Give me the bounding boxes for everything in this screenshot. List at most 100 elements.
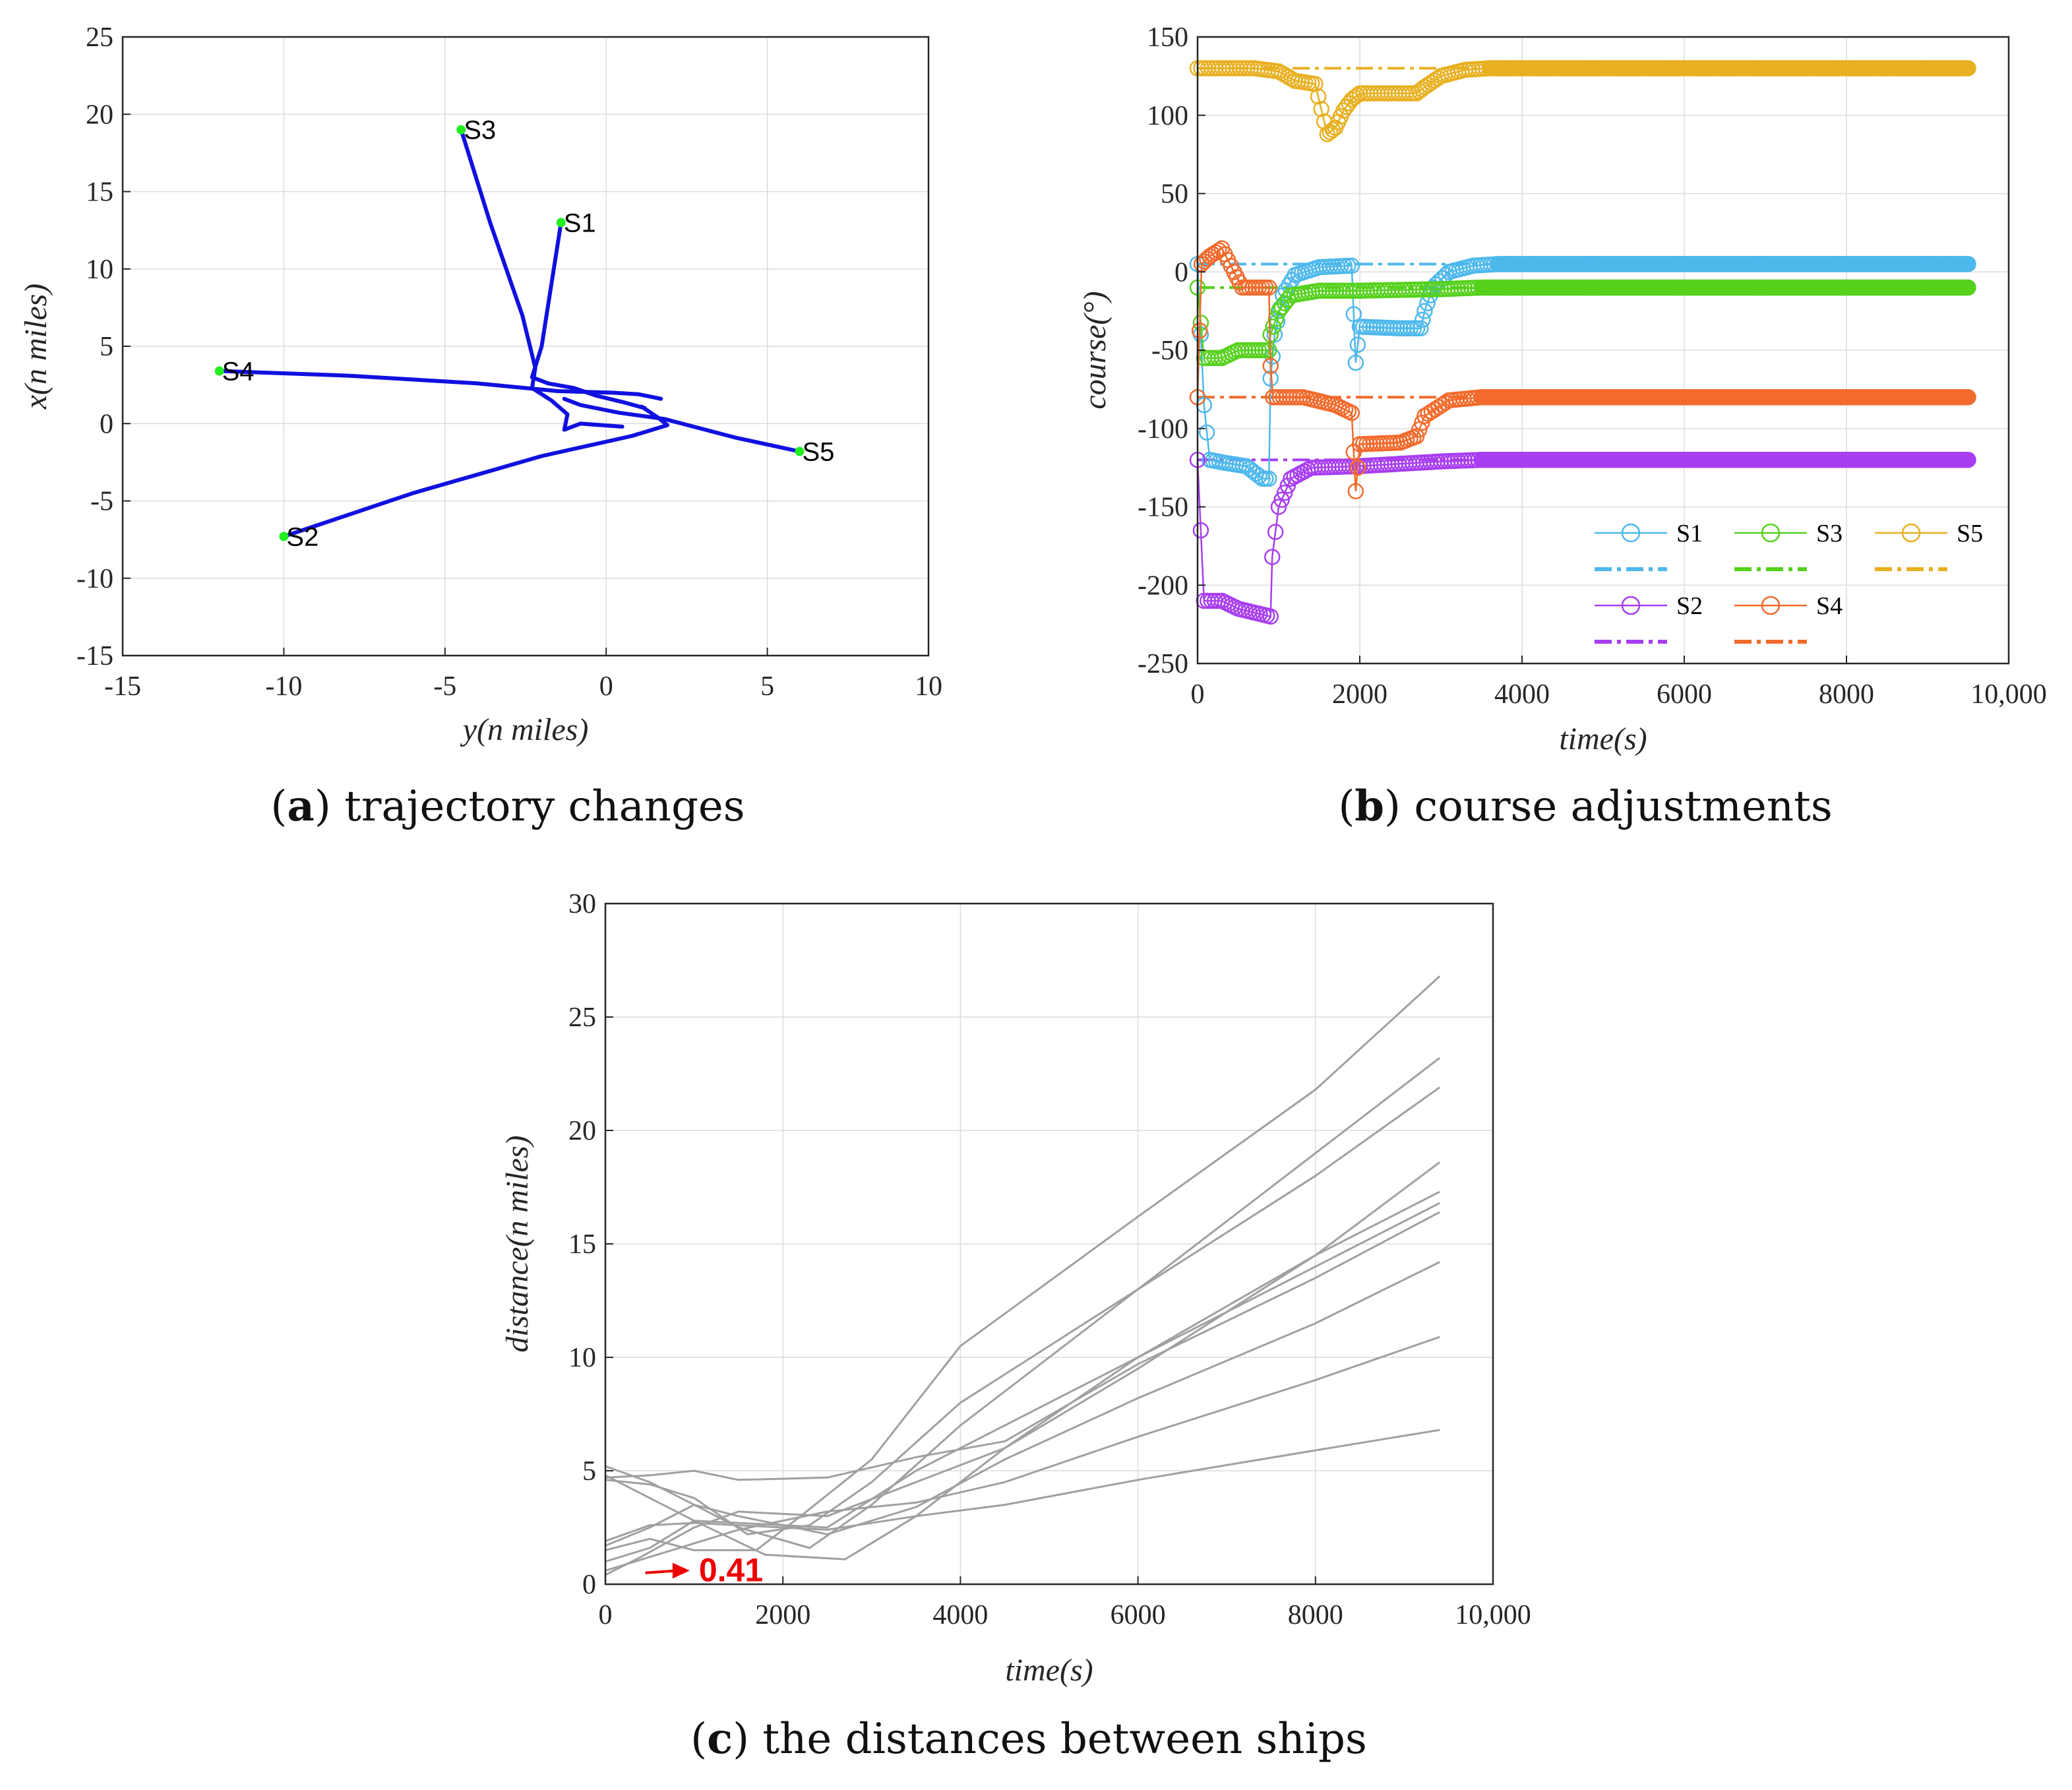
course-point-s1 <box>1260 470 1277 487</box>
panel-c-annotation: 0.41 <box>645 1551 763 1588</box>
legend-label-s4: S4 <box>1816 592 1843 620</box>
ship-label-s4: S4 <box>222 357 255 386</box>
course-point-s2 <box>1192 522 1209 539</box>
course-point-s1 <box>1415 311 1431 328</box>
course-point-s2 <box>1262 608 1279 625</box>
distance-line-d8 <box>605 1261 1440 1547</box>
start-marker-s2 <box>279 532 289 541</box>
caption-c-letter: c <box>707 1714 733 1764</box>
course-point-s4 <box>1343 404 1360 421</box>
course-markers-s3 <box>1189 279 1976 367</box>
course-point-s3 <box>1960 279 1976 296</box>
course-point-s5 <box>1319 126 1336 142</box>
legend-entry-s3: S3 <box>1734 520 1843 571</box>
course-markers-s1 <box>1189 256 1976 487</box>
distance-line-d6 <box>605 1202 1440 1563</box>
course-point-s5 <box>1322 123 1339 140</box>
c-ytick-label: 10 <box>568 1343 596 1373</box>
caption-b: (b) course adjustments <box>1338 782 1832 831</box>
course-point-s1 <box>1266 326 1283 343</box>
panel-b-ylabel: course(°) <box>1078 291 1112 409</box>
a-ytick-label: 15 <box>86 177 113 208</box>
legend-label-s1: S1 <box>1676 520 1703 547</box>
course-point-s5 <box>1349 87 1366 104</box>
ship-label-s3: S3 <box>464 116 496 145</box>
legend-entry-s1: S1 <box>1595 520 1703 571</box>
a-xtick-label: -10 <box>265 671 302 702</box>
c-ytick-label: 15 <box>568 1229 596 1260</box>
course-point-s4 <box>1262 357 1279 375</box>
c-ytick-label: 5 <box>582 1456 596 1487</box>
caption-b-letter: b <box>1355 782 1384 831</box>
a-xtick-label: 10 <box>915 671 942 702</box>
legend-entry-s5: S5 <box>1875 520 1983 571</box>
course-point-s4 <box>1260 279 1277 296</box>
panel-c-series <box>605 975 1441 1576</box>
course-point-s4 <box>1414 414 1430 431</box>
a-ytick-label: 10 <box>86 255 113 285</box>
course-point-s4 <box>1411 421 1428 438</box>
panel-c-xlabel: time(s) <box>1005 1653 1093 1688</box>
course-point-s1 <box>1347 354 1364 371</box>
start-marker-s3 <box>456 125 466 135</box>
course-point-s1 <box>1417 303 1433 319</box>
a-xtick-label: -15 <box>104 671 141 702</box>
c-ytick-label: 20 <box>568 1116 596 1146</box>
b-xtick-label: 6000 <box>1657 679 1712 710</box>
course-markers-s4 <box>1189 240 1976 500</box>
panel-a-start-markers <box>214 125 805 541</box>
panel-a-trajectory: S1 S2 S3 S4 S5 -15 -10 -5 0 5 10 -15 -10 -5 0 5 10 15 20 2… <box>18 22 942 747</box>
panel-b-xlabel: time(s) <box>1559 722 1647 756</box>
legend-label-s3: S3 <box>1816 520 1843 547</box>
panel-b-ticks: 0 2000 4000 6000 8000 10,000 -250 -200 -150 -100 -… <box>1138 22 2047 710</box>
legend-marker-s2 <box>1621 596 1641 615</box>
course-point-s2 <box>1960 452 1976 468</box>
caption-a-letter: a <box>287 782 314 831</box>
b-ytick-label: -50 <box>1151 336 1188 366</box>
b-xtick-label: 8000 <box>1819 679 1874 710</box>
caption-c: (c) the distances between ships <box>690 1714 1367 1764</box>
c-ytick-label: 25 <box>568 1003 596 1033</box>
legend-entry-s4: S4 <box>1734 592 1843 644</box>
course-point-s1 <box>1349 336 1366 353</box>
legend-label-s2: S2 <box>1676 592 1703 620</box>
annotation-arrow-shaft <box>645 1569 679 1574</box>
distance-line-d3 <box>605 1086 1441 1535</box>
a-ytick-label: 5 <box>100 332 113 362</box>
course-point-s5 <box>1313 101 1329 117</box>
course-point-s4 <box>1408 428 1425 445</box>
course-point-s2 <box>1267 524 1284 540</box>
course-point-s3 <box>1265 319 1282 335</box>
a-xtick-label: 0 <box>599 671 613 702</box>
c-xtick-label: 10,000 <box>1455 1600 1531 1630</box>
trajectory-s1 <box>530 220 647 410</box>
caption-a: (a) trajectory changes <box>270 782 745 831</box>
panel-c-distance: 0 2000 4000 6000 8000 10,000 0 5 10 15 20 25 30 0.41… <box>500 889 1531 1688</box>
course-point-s4 <box>1347 483 1364 500</box>
a-ytick-label: 25 <box>86 22 113 53</box>
c-xtick-label: 6000 <box>1111 1600 1166 1630</box>
b-xtick-label: 2000 <box>1332 679 1387 710</box>
c-xtick-label: 2000 <box>755 1600 810 1630</box>
start-marker-s5 <box>795 447 805 456</box>
legend-marker-s1 <box>1621 523 1641 543</box>
legend-marker-s4 <box>1761 596 1781 615</box>
caption-b-text: course adjustments <box>1414 782 1832 831</box>
course-point-s5 <box>1408 85 1425 102</box>
ship-label-s5: S5 <box>802 437 834 466</box>
b-ytick-label: -250 <box>1138 649 1188 679</box>
course-point-s2 <box>1270 499 1287 515</box>
course-point-s2 <box>1276 484 1293 501</box>
course-point-s5 <box>1307 76 1324 92</box>
a-ytick-label: -15 <box>76 641 113 671</box>
distance-line-d2 <box>605 1057 1441 1549</box>
panel-a-xlabel: y(n miles) <box>460 712 589 747</box>
course-point-s4 <box>1960 389 1976 406</box>
panel-a-ylabel: x(n miles) <box>18 284 53 410</box>
course-point-s1 <box>1413 320 1429 336</box>
distance-line-d9 <box>605 1336 1440 1572</box>
course-point-s1 <box>1198 424 1215 441</box>
b-xtick-label: 10,000 <box>1970 679 2047 710</box>
b-ytick-label: 100 <box>1147 101 1188 131</box>
course-point-s1 <box>1960 256 1976 272</box>
